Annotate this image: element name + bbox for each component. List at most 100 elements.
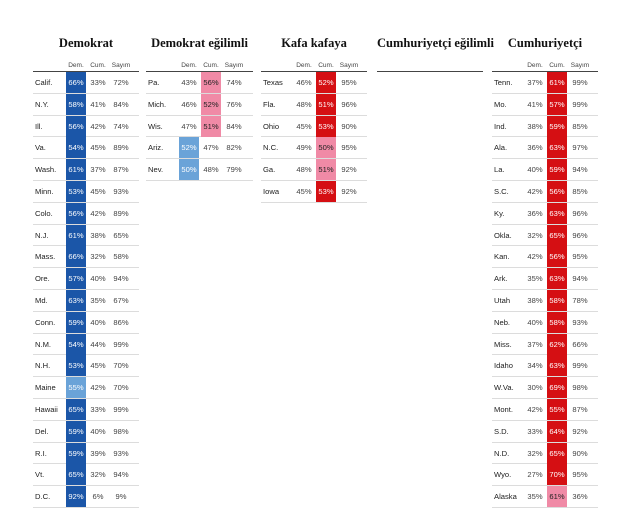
state-name: Wyo. bbox=[494, 470, 512, 480]
dem-percent: 46% bbox=[296, 78, 312, 87]
state-name: Va. bbox=[35, 143, 46, 153]
count-percent: 95% bbox=[341, 78, 357, 87]
count-percent: 86% bbox=[113, 317, 129, 327]
state-row: Ohio 45% 53% 90% bbox=[261, 115, 367, 138]
state-list: Calif. 66% 33% 72% N.Y. 58% 41% 84% Ill. 56% 42% 74… bbox=[33, 72, 139, 508]
dem-percent-highlight: 61% bbox=[66, 159, 86, 181]
header-dem: Dem. bbox=[296, 62, 312, 69]
state-name: Conn. bbox=[35, 317, 56, 327]
state-row: Del. 59% 40% 98% bbox=[33, 420, 139, 443]
state-name: N.C. bbox=[263, 143, 279, 153]
count-percent: 9% bbox=[115, 492, 127, 502]
count-percent: 96% bbox=[572, 208, 588, 218]
dem-percent: 35% bbox=[527, 274, 543, 284]
rep-percent-highlight: 65% bbox=[547, 224, 567, 246]
rep-percent: 6% bbox=[92, 492, 104, 502]
state-name: Md. bbox=[35, 295, 48, 305]
state-name: Ore. bbox=[35, 274, 50, 284]
state-name: N.D. bbox=[494, 448, 510, 458]
count-percent: 90% bbox=[572, 448, 588, 458]
state-name: Mich. bbox=[148, 99, 167, 109]
state-row: Ga. 48% 51% 92% bbox=[261, 159, 367, 181]
state-row: N.J. 61% 38% 65% bbox=[33, 224, 139, 247]
state-name: R.I. bbox=[35, 448, 47, 458]
dem-percent-highlight: 52% bbox=[179, 137, 199, 159]
count-percent: 89% bbox=[113, 208, 129, 218]
dem-percent: 36% bbox=[527, 143, 543, 153]
rep-percent-highlight: 58% bbox=[547, 289, 567, 311]
rep-percent-highlight: 63% bbox=[547, 268, 567, 290]
state-row: Texas 46% 52% 95% bbox=[261, 72, 367, 94]
state-row: Mont. 42% 55% 87% bbox=[492, 398, 598, 421]
rep-percent: 42% bbox=[90, 121, 106, 131]
dem-percent: 42% bbox=[527, 404, 543, 414]
count-percent: 89% bbox=[113, 143, 129, 153]
state-row: N.C. 49% 50% 95% bbox=[261, 137, 367, 160]
count-percent: 99% bbox=[572, 99, 588, 109]
state-row: N.H. 53% 45% 70% bbox=[33, 355, 139, 378]
state-row: Colo. 56% 42% 89% bbox=[33, 202, 139, 225]
state-list: Tenn. 37% 61% 99% Mo. 41% 57% 99% Ind. 38% 59% 85% A… bbox=[492, 72, 598, 508]
rep-percent-highlight: 59% bbox=[547, 115, 567, 137]
state-row: Minn. 53% 45% 93% bbox=[33, 180, 139, 203]
state-name: Ill. bbox=[35, 121, 43, 131]
rep-percent-highlight: 51% bbox=[201, 115, 221, 137]
state-name: Okla. bbox=[494, 230, 512, 240]
state-name: Ohio bbox=[263, 121, 280, 131]
count-percent: 84% bbox=[226, 121, 242, 131]
count-percent: 67% bbox=[113, 295, 129, 305]
state-list: Pa. 43% 56% 74% Mich. 46% 52% 76% Wis. 47% 51% 84% A… bbox=[146, 72, 253, 181]
header-dem: Dem. bbox=[181, 62, 197, 69]
count-percent: 95% bbox=[572, 252, 588, 262]
column-title: Demokrat bbox=[58, 36, 114, 50]
state-row: Nev. 50% 48% 79% bbox=[146, 159, 253, 181]
dem-percent-highlight: 65% bbox=[66, 398, 86, 420]
state-name: Wis. bbox=[148, 121, 163, 131]
state-row: Tenn. 37% 61% 99% bbox=[492, 72, 598, 94]
dem-percent: 34% bbox=[527, 361, 543, 371]
state-row: Wash. 61% 37% 87% bbox=[33, 159, 139, 181]
state-name: Iowa bbox=[263, 186, 280, 196]
state-row: Okla. 32% 65% 96% bbox=[492, 224, 598, 247]
state-row: S.C. 42% 56% 85% bbox=[492, 180, 598, 203]
dem-percent-highlight: 61% bbox=[66, 224, 86, 246]
rep-percent: 44% bbox=[90, 339, 106, 349]
state-row: Mo. 41% 57% 99% bbox=[492, 93, 598, 116]
state-row: Utah 38% 58% 78% bbox=[492, 289, 598, 312]
state-row: Md. 63% 35% 67% bbox=[33, 289, 139, 312]
rep-percent-highlight: 53% bbox=[316, 180, 336, 202]
dem-percent: 37% bbox=[527, 339, 543, 349]
rep-percent: 35% bbox=[90, 295, 106, 305]
dem-percent: 27% bbox=[527, 470, 543, 480]
dem-percent-highlight: 59% bbox=[66, 311, 86, 333]
count-percent: 98% bbox=[572, 383, 588, 393]
header-dem: Dem. bbox=[527, 62, 543, 69]
rep-percent-highlight: 63% bbox=[547, 355, 567, 377]
state-name: Minn. bbox=[35, 186, 54, 196]
state-row: Calif. 66% 33% 72% bbox=[33, 72, 139, 94]
header-rep: Cum. bbox=[203, 62, 219, 69]
rep-percent: 41% bbox=[90, 99, 106, 109]
rep-percent: 37% bbox=[90, 165, 106, 175]
state-row: N.Y. 58% 41% 84% bbox=[33, 93, 139, 116]
state-list: Texas 46% 52% 95% Fla. 48% 51% 96% Ohio 45% 53% 90%… bbox=[261, 72, 367, 203]
count-percent: 97% bbox=[572, 143, 588, 153]
column-title: Cumhuriyetçi eğilimli bbox=[377, 36, 494, 50]
dem-percent: 40% bbox=[527, 317, 543, 327]
dem-percent: 36% bbox=[527, 208, 543, 218]
state-name: S.D. bbox=[494, 426, 509, 436]
count-percent: 87% bbox=[572, 404, 588, 414]
dem-percent: 35% bbox=[527, 492, 543, 502]
rep-percent-highlight: 56% bbox=[547, 180, 567, 202]
rep-percent-highlight: 59% bbox=[547, 159, 567, 181]
count-percent: 87% bbox=[113, 165, 129, 175]
rep-percent: 40% bbox=[90, 426, 106, 436]
header-rep: Cum. bbox=[318, 62, 334, 69]
header-count: Sayım bbox=[111, 62, 131, 69]
rep-percent: 45% bbox=[90, 186, 106, 196]
count-percent: 58% bbox=[113, 252, 129, 262]
state-row: Ind. 38% 59% 85% bbox=[492, 115, 598, 138]
state-name: Miss. bbox=[494, 339, 512, 349]
state-name: Tenn. bbox=[494, 78, 513, 87]
dem-percent-highlight: 59% bbox=[66, 442, 86, 464]
